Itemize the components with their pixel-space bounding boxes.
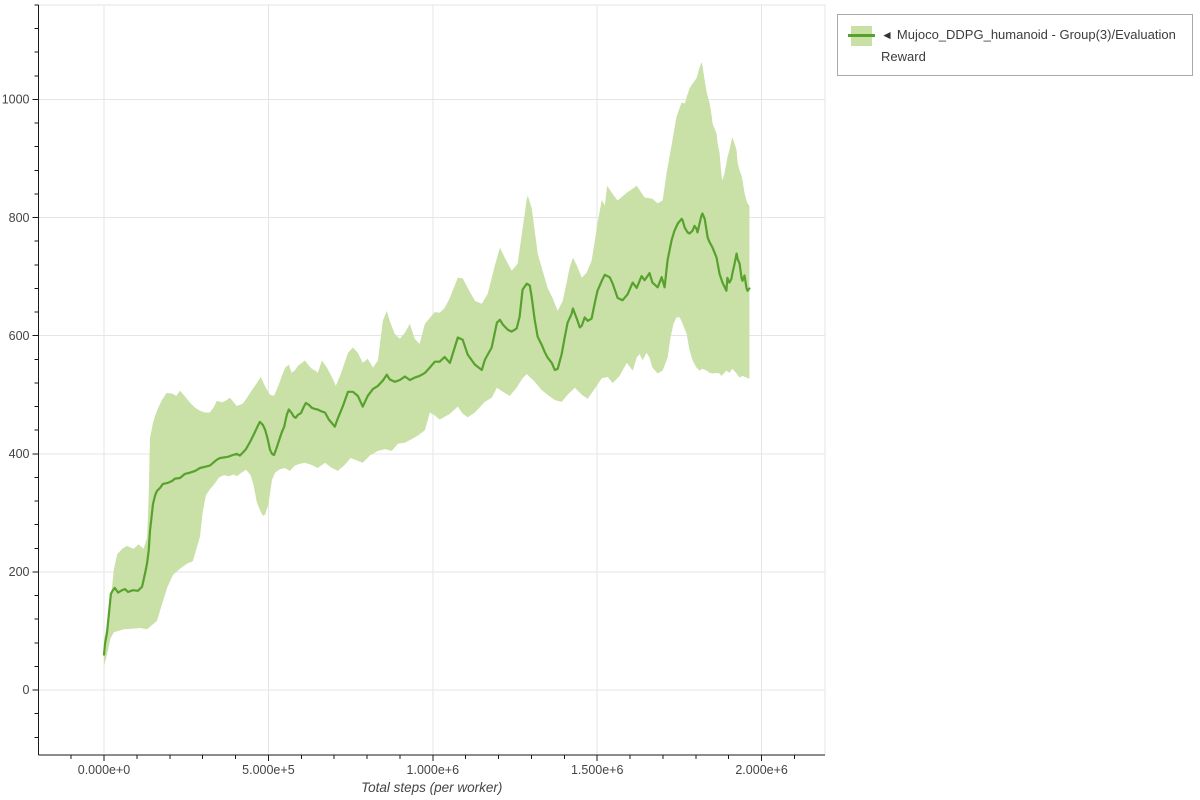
confidence-band	[104, 62, 750, 667]
svg-text:1.500e+6: 1.500e+6	[571, 763, 624, 777]
svg-text:2.000e+6: 2.000e+6	[735, 763, 788, 777]
svg-text:600: 600	[9, 329, 30, 343]
svg-text:200: 200	[9, 565, 30, 579]
legend-line-swatch	[848, 34, 875, 37]
tick-labels: 0.000e+0 5.000e+5 1.000e+6 1.500e+6 2.000e+6…	[2, 93, 788, 777]
svg-text:1.000e+6: 1.000e+6	[407, 763, 460, 777]
svg-text:1000: 1000	[2, 93, 30, 107]
mean-line	[102, 212, 751, 656]
svg-text:0: 0	[23, 683, 30, 697]
tick-marks	[32, 4, 795, 761]
legend-label: ◄ Mujoco_DDPG_humanoid - Group(3)/Evaluat…	[881, 24, 1182, 68]
svg-text:5.000e+5: 5.000e+5	[242, 763, 295, 777]
x-axis-title: Total steps (per worker)	[361, 780, 502, 795]
legend-swatch	[848, 26, 875, 46]
svg-text:800: 800	[9, 211, 30, 225]
legend-series-name: Mujoco_DDPG_humanoid - Group(3)/Evaluati…	[881, 27, 1176, 64]
collapse-left-icon: ◄	[881, 28, 893, 42]
svg-text:400: 400	[9, 447, 30, 461]
svg-text:0.000e+0: 0.000e+0	[78, 763, 131, 777]
legend[interactable]: ◄ Mujoco_DDPG_humanoid - Group(3)/Evaluat…	[837, 14, 1193, 76]
